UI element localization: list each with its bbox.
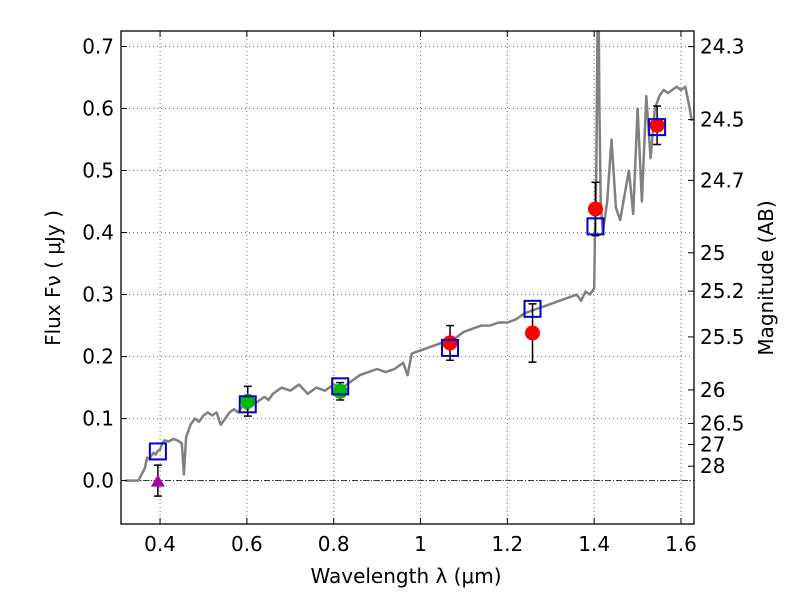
model-photometry-box [238,395,257,414]
right-axis-title: Magnitude (AB) [754,200,778,355]
observed-point-red [525,325,541,341]
model-photometry-box [148,442,167,461]
model-photometry-box [586,217,605,236]
right-tick-label: 28 [700,454,725,478]
right-tick-label: 24.5 [700,108,745,132]
right-tick-label: 25.5 [700,325,745,349]
y-tick-label: 0.1 [82,407,114,431]
y-tick-label: 0.0 [82,469,114,493]
y-tick-label: 0.4 [82,221,114,245]
model-photometry-box [648,118,667,137]
x-tick-label: 1 [414,532,427,556]
grid [121,31,694,524]
observed-point-red [442,335,458,351]
upper-limit-marker [150,474,165,487]
y-tick-label: 0.6 [82,97,114,121]
observed-point-red [587,201,603,217]
x-tick-label: 1.4 [578,532,610,556]
x-axis-ticks: 0.4 0.6 0.8 1 1.2 1.4 1.6 [144,31,697,556]
model-photometry-boxes [148,118,667,461]
plot-content [125,31,694,497]
x-tick-label: 0.6 [231,532,263,556]
plot-frame [120,30,695,525]
right-tick-label: 24.7 [700,168,745,192]
observed-point-green [240,393,256,409]
right-tick-label: 27 [700,432,725,456]
model-photometry-box [441,338,460,357]
observed-point-red [649,117,665,133]
right-tick-label: 26 [700,378,725,402]
model-photometry-box [331,377,350,396]
x-tick-label: 0.4 [144,532,176,556]
y-tick-label: 0.3 [82,283,114,307]
right-tick-label: 26.5 [700,411,745,435]
y-tick-label: 0.5 [82,159,114,183]
x-tick-label: 0.8 [318,532,350,556]
y-tick-label: 0.2 [82,345,114,369]
x-tick-label: 1.2 [491,532,523,556]
right-tick-label: 24.3 [700,35,745,59]
observed-point-green [332,383,348,399]
observed-points [150,117,665,487]
right-tick-label: 25.2 [700,279,745,303]
errorbars [153,105,662,497]
x-axis-title: Wavelength λ (μm) [310,564,501,588]
right-tick-label: 25 [700,241,725,265]
y-tick-label: 0.7 [82,35,114,59]
y-axis-title: Flux Fν ( μJy ) [41,210,65,346]
x-tick-label: 1.6 [665,532,697,556]
model-spectrum-line [125,31,694,482]
model-photometry-box [523,299,542,318]
y-axis-ticks: 0.0 0.1 0.2 0.3 0.4 0.5 0.6 0.7 [82,35,127,493]
